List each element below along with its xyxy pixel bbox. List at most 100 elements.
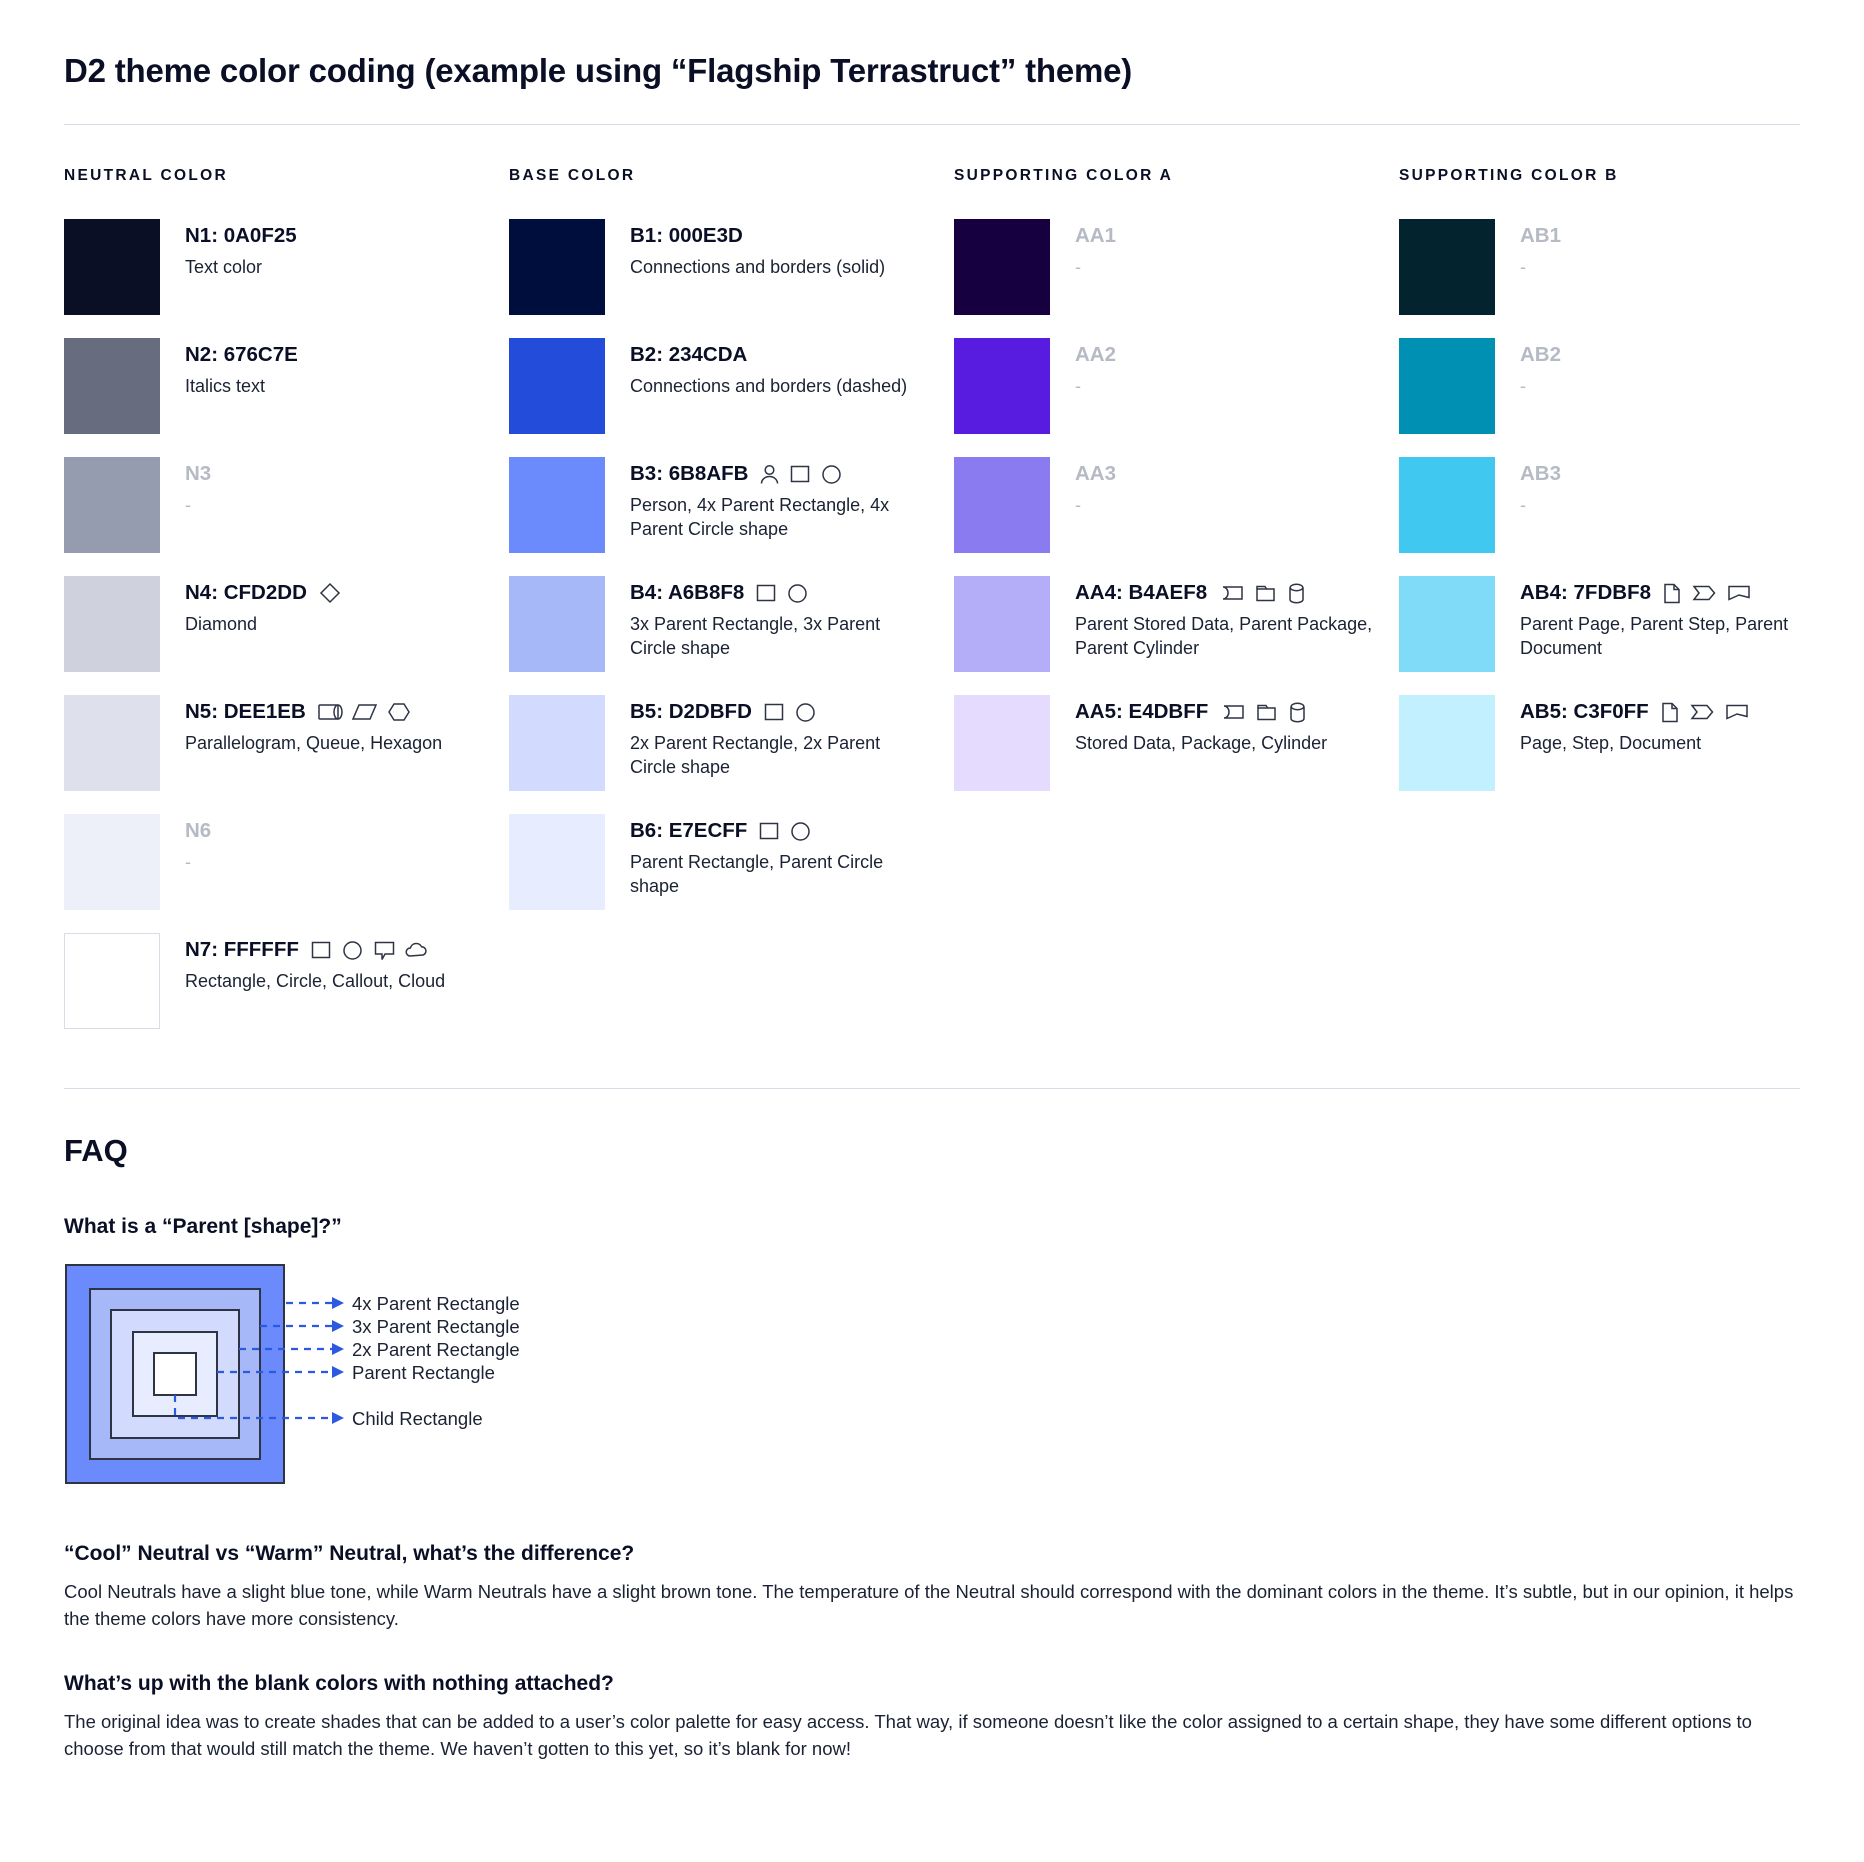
color-swatch[interactable] xyxy=(1399,338,1495,434)
diagram-label-4: Child Rectangle xyxy=(352,1408,483,1429)
palette-column: SUPPORTING COLOR A AA1 - AA2 - AA3 - AA4: B4AEF… xyxy=(954,167,1399,1052)
faq-question-1: What is a “Parent [shape]?” xyxy=(64,1215,342,1238)
swatch-row[interactable]: AB5: C3F0FF Page, Step, Document xyxy=(1399,695,1844,795)
swatch-meta: N3 - xyxy=(185,457,211,518)
swatch-row[interactable]: AA5: E4DBFF Stored Data, Package, Cylinde… xyxy=(954,695,1399,795)
swatch-row[interactable]: N2: 676C7E Italics text xyxy=(64,338,509,438)
swatch-row[interactable]: AA1 - xyxy=(954,219,1399,319)
swatch-row[interactable]: B2: 234CDA Connections and borders (dashe… xyxy=(509,338,954,438)
swatch-row[interactable]: AB4: 7FDBF8 Parent Page, Parent Step, Par… xyxy=(1399,576,1844,676)
swatch-name-line: AB2 xyxy=(1520,342,1561,368)
circle-icon xyxy=(794,701,817,724)
swatch-row[interactable]: B3: 6B8AFB Person, 4x Parent Rectangle, 4… xyxy=(509,457,954,557)
swatch-name-line: AA4: B4AEF8 xyxy=(1075,580,1375,606)
swatch-description: Rectangle, Circle, Callout, Cloud xyxy=(185,971,446,991)
swatch-row[interactable]: N4: CFD2DD Diamond xyxy=(64,576,509,676)
swatch-row[interactable]: AA4: B4AEF8 Parent Stored Data, Parent Pa… xyxy=(954,576,1399,676)
swatch-description: - xyxy=(1075,376,1081,396)
swatch-row[interactable]: B6: E7ECFF Parent Rectangle, Parent Circl… xyxy=(509,814,954,914)
color-swatch[interactable] xyxy=(954,695,1050,791)
swatch-row[interactable]: N6 - xyxy=(64,814,509,914)
swatch-description: 3x Parent Rectangle, 3x Parent Circle sh… xyxy=(630,614,881,658)
package-icon xyxy=(1254,583,1278,604)
shape-icon-group xyxy=(1660,701,1750,724)
swatch-row[interactable]: AB2 - xyxy=(1399,338,1844,438)
swatch-row[interactable]: AB3 - xyxy=(1399,457,1844,557)
queue-icon xyxy=(317,702,343,722)
swatch-name-line: AA3 xyxy=(1075,461,1116,487)
cylinder-icon xyxy=(1287,582,1306,605)
swatch-row[interactable]: N1: 0A0F25 Text color xyxy=(64,219,509,319)
color-swatch[interactable] xyxy=(954,576,1050,672)
swatch-row[interactable]: B5: D2DBFD 2x Parent Rectangle, 2x Parent… xyxy=(509,695,954,795)
swatch-name: N6 xyxy=(185,819,212,842)
color-swatch[interactable] xyxy=(509,219,605,315)
swatch-name-line: N1: 0A0F25 xyxy=(185,223,297,249)
swatch-meta: B2: 234CDA Connections and borders (dashe… xyxy=(630,338,907,399)
swatch-name: N5: DEE1EB xyxy=(185,700,306,723)
swatch-name: AB5: C3F0FF xyxy=(1520,700,1649,723)
swatch-meta: AB1 - xyxy=(1520,219,1561,280)
diagram-label-3: Parent Rectangle xyxy=(352,1362,495,1383)
swatch-row[interactable]: B1: 000E3D Connections and borders (solid… xyxy=(509,219,954,319)
color-swatch[interactable] xyxy=(64,695,160,791)
swatch-description: Parent Stored Data, Parent Package, Pare… xyxy=(1075,614,1373,658)
swatch-description: - xyxy=(1075,495,1081,515)
faq-question-3: What’s up with the blank colors with not… xyxy=(64,1672,614,1695)
connector-labels: 4x Parent Rectangle 3x Parent Rectangle … xyxy=(352,1293,520,1429)
swatch-name: N7: FFFFFF xyxy=(185,938,299,961)
circle-icon xyxy=(786,582,809,605)
swatch-name-line: AB5: C3F0FF xyxy=(1520,699,1750,725)
color-swatch[interactable] xyxy=(1399,457,1495,553)
color-swatch[interactable] xyxy=(64,814,160,910)
color-swatch[interactable] xyxy=(1399,576,1495,672)
swatch-row[interactable]: AA2 - xyxy=(954,338,1399,438)
color-swatch[interactable] xyxy=(64,219,160,315)
palette-column-heading: SUPPORTING COLOR B xyxy=(1399,167,1619,184)
faq-heading: FAQ xyxy=(64,1133,128,1168)
swatch-name: B5: D2DBFD xyxy=(630,700,752,723)
swatch-name-line: B4: A6B8F8 xyxy=(630,580,930,606)
swatch-meta: AB3 - xyxy=(1520,457,1561,518)
swatch-name-line: AB3 xyxy=(1520,461,1561,487)
shape-icon-group xyxy=(758,820,812,843)
swatch-description: Parallelogram, Queue, Hexagon xyxy=(185,733,443,753)
swatch-description: Italics text xyxy=(185,376,266,396)
person-icon xyxy=(759,463,780,486)
color-swatch[interactable] xyxy=(509,338,605,434)
swatch-row[interactable]: AA3 - xyxy=(954,457,1399,557)
color-swatch[interactable] xyxy=(954,457,1050,553)
swatch-meta: N4: CFD2DD Diamond xyxy=(185,576,342,637)
swatch-name: AA3 xyxy=(1075,462,1117,485)
color-swatch[interactable] xyxy=(954,219,1050,315)
shape-icon-group xyxy=(1662,582,1752,605)
color-swatch[interactable] xyxy=(509,457,605,553)
color-swatch[interactable] xyxy=(64,457,160,553)
swatch-row[interactable]: B4: A6B8F8 3x Parent Rectangle, 3x Parent… xyxy=(509,576,954,676)
swatch-description: - xyxy=(1520,495,1526,515)
rectangle-icon xyxy=(789,463,811,485)
swatch-description: - xyxy=(1520,257,1526,277)
color-swatch[interactable] xyxy=(64,576,160,672)
parent-shape-diagram: 4x Parent Rectangle 3x Parent Rectangle … xyxy=(64,1261,1800,1496)
color-swatch[interactable] xyxy=(509,695,605,791)
swatch-name-line: B6: E7ECFF xyxy=(630,818,930,844)
color-swatch[interactable] xyxy=(64,933,160,1029)
parallelogram-icon xyxy=(351,702,378,722)
color-swatch[interactable] xyxy=(64,338,160,434)
color-swatch[interactable] xyxy=(509,576,605,672)
swatch-row[interactable]: N5: DEE1EB Parallelogram, Queue, Hexagon xyxy=(64,695,509,795)
swatch-name-line: N6 xyxy=(185,818,211,844)
swatch-name-line: AA5: E4DBFF xyxy=(1075,699,1327,725)
swatch-row[interactable]: AB1 - xyxy=(1399,219,1844,319)
swatch-description: Stored Data, Package, Cylinder xyxy=(1075,733,1328,753)
swatch-name: B2: 234CDA xyxy=(630,343,748,366)
color-swatch[interactable] xyxy=(509,814,605,910)
swatch-row[interactable]: N3 - xyxy=(64,457,509,557)
swatch-row[interactable]: N7: FFFFFF Rectangle, Circle, Callout, Cl… xyxy=(64,933,509,1033)
color-swatch[interactable] xyxy=(1399,695,1495,791)
swatch-description: Diamond xyxy=(185,614,258,634)
swatch-name: AA1 xyxy=(1075,224,1117,247)
color-swatch[interactable] xyxy=(1399,219,1495,315)
color-swatch[interactable] xyxy=(954,338,1050,434)
